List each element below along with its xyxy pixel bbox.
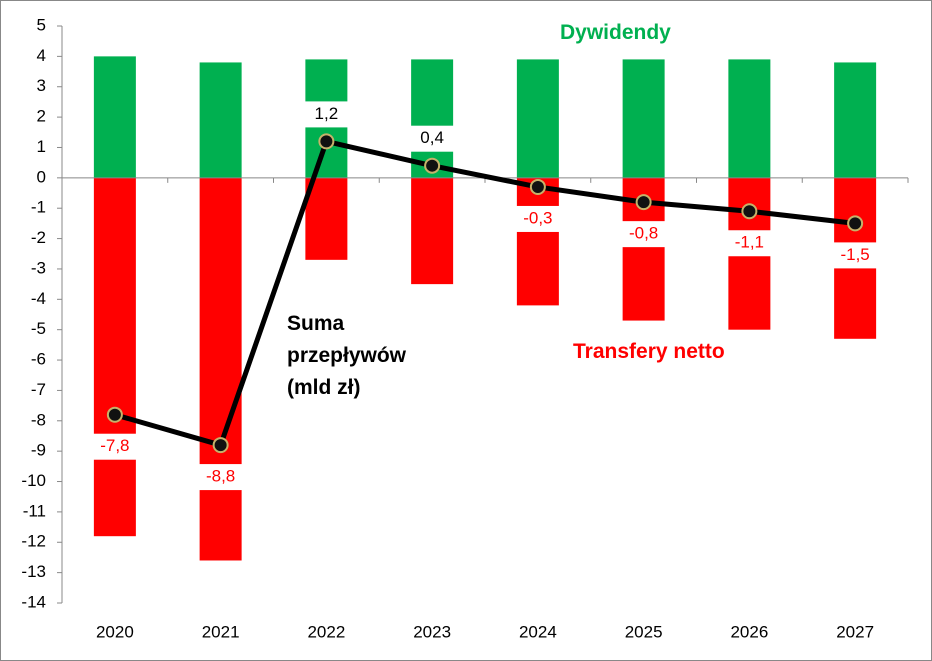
x-tick-label: 2020: [96, 622, 134, 641]
y-tick-label: -1: [31, 198, 46, 217]
bar: [728, 59, 771, 178]
marker: [635, 194, 652, 211]
x-tick-label: 2024: [519, 622, 557, 641]
label-box: [621, 221, 666, 248]
marker: [318, 133, 335, 150]
bar: [199, 62, 242, 178]
label-box: [304, 101, 349, 128]
x-tick-label: 2022: [307, 622, 345, 641]
label-box: [727, 230, 772, 257]
bar: [93, 177, 136, 537]
y-tick-label: -12: [21, 532, 46, 551]
marker: [741, 203, 758, 220]
data-label: 0,4: [420, 128, 444, 147]
data-label: 1,2: [315, 104, 339, 123]
marker: [847, 215, 864, 232]
bar: [305, 177, 348, 260]
y-tick-label: -4: [31, 289, 46, 308]
y-tick-label: 4: [37, 46, 46, 65]
data-label: -0,3: [523, 208, 552, 227]
y-tick-label: -8: [31, 410, 46, 429]
bar: [516, 59, 559, 178]
y-tick-label: 2: [37, 107, 46, 126]
x-tick-label: 2026: [730, 622, 768, 641]
bar: [834, 62, 877, 178]
marker: [424, 157, 441, 174]
series-label: Dywidendy: [560, 21, 671, 44]
marker: [106, 406, 123, 423]
y-tick-label: 0: [37, 167, 46, 186]
line: [114, 138, 856, 448]
y-tick-label: -6: [31, 350, 46, 369]
bar: [622, 59, 665, 178]
label-box: [92, 433, 137, 460]
bar: [516, 177, 559, 306]
x-tick-label: 2027: [836, 622, 874, 641]
y-tick-label: 5: [37, 15, 46, 34]
data-label: -7,8: [100, 436, 129, 455]
y-tick-label: -7: [31, 380, 46, 399]
y-tick-label: -14: [21, 592, 46, 611]
y-tick-label: -3: [31, 258, 46, 277]
data-label: -0,8: [629, 224, 658, 243]
bar: [411, 177, 454, 285]
label-box: [410, 125, 455, 152]
data-label: -8,8: [206, 467, 235, 486]
data-label: -1,5: [840, 245, 869, 264]
marker: [529, 178, 546, 195]
bar: [93, 56, 136, 178]
y-tick-label: -11: [23, 501, 46, 520]
label-box: [515, 205, 560, 232]
bar: [199, 177, 242, 561]
y-tick-label: -5: [31, 319, 46, 338]
x-tick-label: 2025: [625, 622, 663, 641]
y-tick-label: -2: [31, 228, 46, 247]
y-tick-label: 3: [37, 76, 46, 95]
data-label: -1,1: [735, 233, 764, 252]
y-tick-label: -9: [31, 441, 46, 460]
label-box: [198, 464, 243, 491]
series-label: Suma przepływów (mld zł): [287, 312, 407, 399]
x-tick-label: 2021: [202, 622, 240, 641]
y-tick-label: 1: [37, 137, 46, 156]
label-box: [833, 242, 878, 269]
series-label: Transfery netto: [573, 340, 725, 363]
marker: [212, 437, 229, 454]
y-tick-label: -10: [21, 471, 46, 490]
y-tick-label: -13: [21, 562, 46, 581]
x-tick-label: 2023: [413, 622, 451, 641]
